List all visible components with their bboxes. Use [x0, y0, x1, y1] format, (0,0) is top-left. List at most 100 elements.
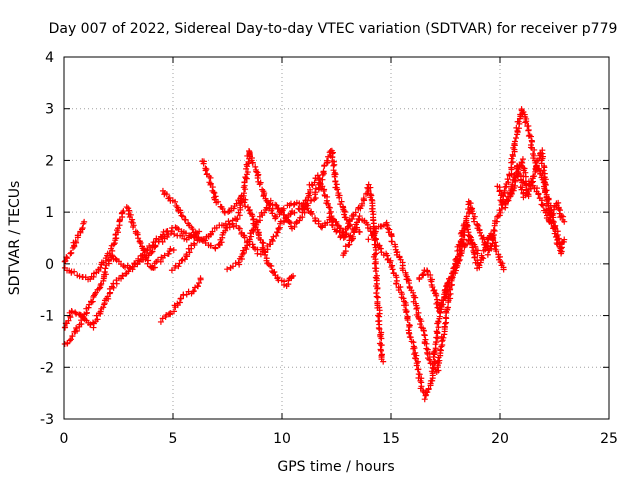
- data-point: [404, 276, 411, 283]
- data-point: [434, 358, 441, 365]
- data-point: [490, 226, 497, 233]
- data-point: [372, 268, 379, 275]
- data-point: [66, 337, 73, 344]
- data-point: [215, 198, 222, 205]
- data-point: [455, 257, 462, 264]
- data-point: [312, 194, 319, 201]
- data-point: [311, 196, 318, 203]
- y-tick-label: 3: [45, 102, 54, 118]
- data-point: [62, 324, 69, 331]
- data-point: [537, 149, 544, 156]
- data-point: [546, 218, 553, 225]
- data-point: [209, 228, 216, 235]
- data-point: [320, 168, 327, 175]
- data-point: [368, 196, 375, 203]
- data-point: [67, 250, 74, 257]
- chart-title: Day 007 of 2022, Sidereal Day-to-day VTE…: [49, 21, 618, 37]
- data-point: [435, 324, 442, 331]
- data-point: [94, 316, 101, 323]
- data-point: [110, 241, 117, 248]
- data-point: [226, 221, 233, 228]
- data-point: [523, 118, 530, 125]
- data-point: [551, 230, 558, 237]
- data-point: [509, 151, 516, 158]
- data-point: [421, 331, 428, 338]
- data-point: [476, 229, 483, 236]
- data-point: [245, 158, 252, 165]
- data-point: [134, 260, 141, 267]
- data-point: [240, 247, 247, 254]
- data-point: [437, 346, 444, 353]
- data-point: [200, 160, 207, 167]
- data-point: [163, 191, 170, 198]
- data-point: [509, 181, 516, 188]
- data-point: [342, 234, 349, 241]
- data-point: [97, 282, 104, 289]
- data-point: [336, 194, 343, 201]
- data-point: [378, 335, 385, 342]
- data-point: [365, 181, 372, 188]
- data-point: [175, 226, 182, 233]
- data-point: [149, 242, 156, 249]
- data-point: [426, 356, 433, 363]
- data-point: [445, 304, 452, 311]
- data-point: [353, 224, 360, 231]
- data-point: [329, 222, 336, 229]
- data-point: [463, 213, 470, 220]
- data-point: [523, 187, 530, 194]
- data-point: [296, 217, 303, 224]
- data-point: [171, 308, 178, 315]
- x-axis: 0 5 10 15 20 25: [60, 57, 618, 447]
- data-point: [323, 157, 330, 164]
- data-point: [435, 367, 442, 374]
- data-point: [238, 253, 245, 260]
- data-point: [400, 295, 407, 302]
- data-point: [207, 174, 214, 181]
- data-point: [479, 235, 486, 242]
- data-point: [542, 209, 549, 216]
- data-point: [528, 178, 535, 185]
- data-point: [528, 138, 535, 145]
- data-point: [229, 220, 236, 227]
- data-point: [243, 175, 250, 182]
- data-point: [359, 200, 366, 207]
- data-point: [278, 208, 285, 215]
- data-point: [280, 205, 287, 212]
- data-point: [183, 251, 190, 258]
- data-point: [411, 344, 418, 351]
- data-point: [527, 133, 534, 140]
- data-point: [356, 229, 363, 236]
- data-point: [65, 317, 72, 324]
- data-point: [531, 146, 538, 153]
- y-tick-label: 0: [45, 257, 54, 273]
- data-point: [497, 209, 504, 216]
- data-point: [161, 252, 168, 259]
- data-point: [259, 239, 266, 246]
- data-point: [330, 167, 337, 174]
- series-sat-c: [61, 218, 88, 265]
- data-point: [202, 167, 209, 174]
- data-point: [225, 218, 232, 225]
- data-point: [424, 268, 431, 275]
- data-point: [375, 325, 382, 332]
- data-point: [143, 247, 150, 254]
- data-point: [439, 297, 446, 304]
- data-point: [267, 197, 274, 204]
- data-point: [410, 289, 417, 296]
- data-point: [471, 254, 478, 261]
- data-point: [410, 345, 417, 352]
- data-point: [97, 308, 104, 315]
- data-point: [120, 208, 127, 215]
- data-point: [407, 334, 414, 341]
- data-point: [69, 332, 76, 339]
- data-point: [212, 245, 219, 252]
- data-point: [179, 213, 186, 220]
- data-point: [277, 209, 284, 216]
- data-point: [416, 274, 423, 281]
- data-point: [406, 330, 413, 337]
- data-point: [496, 188, 503, 195]
- data-point: [79, 225, 86, 232]
- data-point: [236, 225, 243, 232]
- data-point: [376, 326, 383, 333]
